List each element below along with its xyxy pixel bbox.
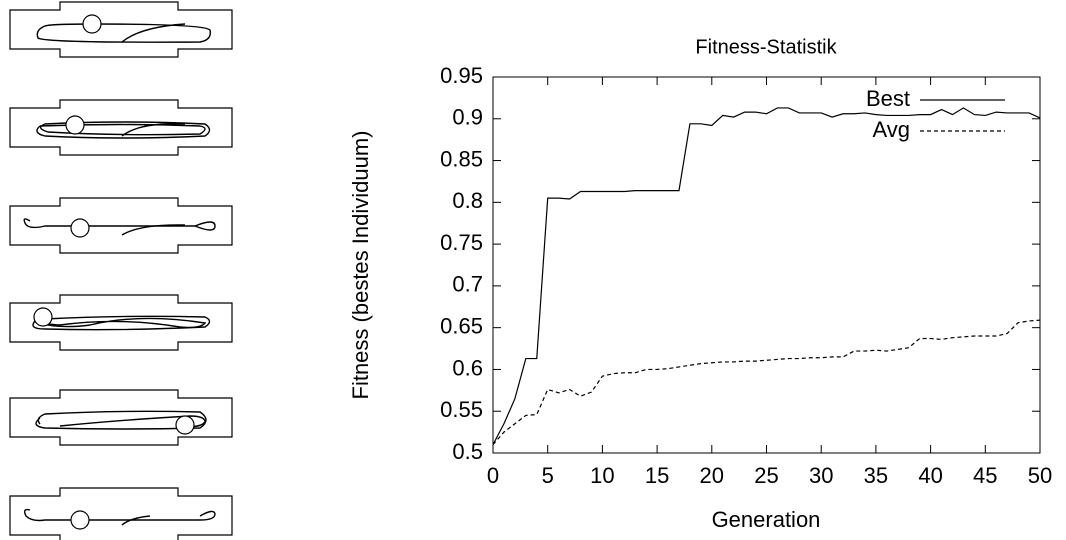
series-line <box>492 107 1041 445</box>
arena-panels <box>9 1 233 540</box>
x-tick-label: 50 <box>1028 463 1052 488</box>
chart-title: Fitness-Statistik <box>695 36 837 58</box>
x-tick-label: 15 <box>645 463 669 488</box>
x-axis-label: Generation <box>712 507 821 532</box>
x-tick-label: 10 <box>590 463 614 488</box>
plot-frame <box>492 76 1041 454</box>
y-tick-label: 0.8 <box>452 188 483 213</box>
arena-panel <box>9 487 233 540</box>
x-tick-label: 5 <box>542 463 554 488</box>
arena-panel <box>9 389 233 446</box>
y-tick-label: 0.75 <box>440 230 483 255</box>
y-tick-label: 0.6 <box>452 355 483 380</box>
arena-panel <box>9 1 233 58</box>
y-axis-label: Fitness (bestes Individuum) <box>348 131 373 400</box>
y-tick-label: 0.9 <box>452 105 483 130</box>
x-tick-label: 0 <box>487 463 499 488</box>
arena-panel <box>9 294 233 351</box>
x-tick-label: 25 <box>754 463 778 488</box>
arena-panel <box>9 197 233 254</box>
x-tick-label: 20 <box>700 463 724 488</box>
y-tick-label: 0.85 <box>440 146 483 171</box>
y-tick-label: 0.5 <box>452 439 483 464</box>
x-tick-label: 35 <box>864 463 888 488</box>
y-tick-label: 0.65 <box>440 313 483 338</box>
y-tick-label: 0.7 <box>452 272 483 297</box>
arena-panel <box>9 99 233 156</box>
x-tick-label: 40 <box>918 463 942 488</box>
plot: 0.5 0.55 0.6 0.65 0.7 0.75 0.8 0.85 0.9 0.95 0 5 10 1… <box>440 63 1052 488</box>
legend-label: Avg <box>872 117 910 142</box>
x-tick-label: 45 <box>973 463 997 488</box>
series-line <box>492 319 1041 446</box>
legend-label: Best <box>866 86 910 111</box>
y-tick-label: 0.55 <box>440 397 483 422</box>
y-tick-label: 0.95 <box>440 63 483 88</box>
x-tick-label: 30 <box>809 463 833 488</box>
